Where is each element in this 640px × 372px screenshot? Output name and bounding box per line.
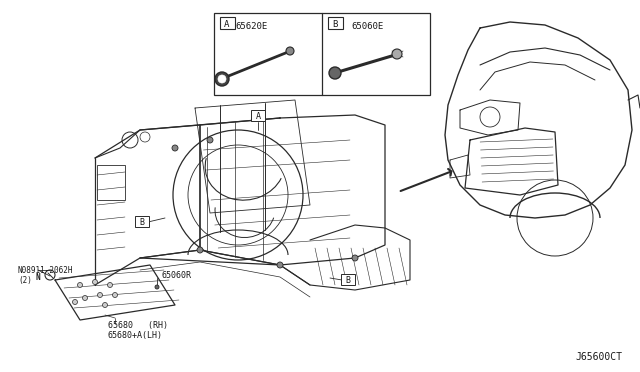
Text: 65620E: 65620E xyxy=(236,22,268,31)
Text: 65680+A(LH): 65680+A(LH) xyxy=(108,331,163,340)
Bar xyxy=(135,216,149,227)
Circle shape xyxy=(108,282,113,288)
Circle shape xyxy=(93,279,97,285)
Text: B: B xyxy=(140,218,145,227)
Circle shape xyxy=(155,285,159,289)
Text: N: N xyxy=(36,273,40,282)
Text: 65060R: 65060R xyxy=(162,271,192,280)
Circle shape xyxy=(72,299,77,305)
Circle shape xyxy=(97,292,102,298)
Text: 65680   (RH): 65680 (RH) xyxy=(108,321,168,330)
Text: B: B xyxy=(346,276,351,285)
Text: A: A xyxy=(255,112,260,121)
Circle shape xyxy=(218,75,226,83)
Circle shape xyxy=(77,282,83,288)
Circle shape xyxy=(392,49,402,59)
Circle shape xyxy=(113,292,118,298)
Text: J65600CT: J65600CT xyxy=(575,352,622,362)
Bar xyxy=(220,17,235,29)
Circle shape xyxy=(207,137,213,143)
Circle shape xyxy=(352,255,358,261)
Bar xyxy=(214,13,430,95)
Bar xyxy=(97,165,125,200)
Circle shape xyxy=(277,262,283,268)
Circle shape xyxy=(102,302,108,308)
Circle shape xyxy=(172,145,178,151)
Circle shape xyxy=(329,67,341,79)
Bar xyxy=(251,110,265,121)
Circle shape xyxy=(215,72,229,86)
Text: N08911-2062H
(2): N08911-2062H (2) xyxy=(18,266,74,285)
Text: 65060E: 65060E xyxy=(352,22,384,31)
Circle shape xyxy=(83,295,88,301)
Text: B: B xyxy=(332,19,338,29)
Circle shape xyxy=(286,47,294,55)
Bar xyxy=(341,274,355,285)
Bar xyxy=(328,17,343,29)
Text: A: A xyxy=(224,19,230,29)
Circle shape xyxy=(197,247,203,253)
